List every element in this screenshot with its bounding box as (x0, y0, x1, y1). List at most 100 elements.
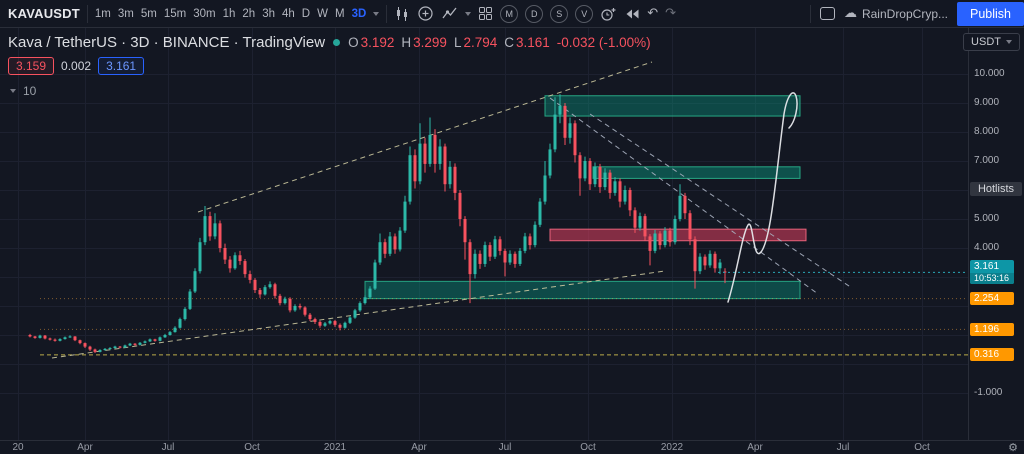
time-tick-label: Jul (498, 442, 512, 453)
spread-value: 0.002 (61, 59, 92, 73)
alert-clock-icon[interactable] (600, 6, 617, 22)
timeframe-5m[interactable]: 5m (140, 7, 157, 20)
toolbar-right-group: ☁ RainDropCryp... Publish (809, 1, 1024, 26)
circle-button-s[interactable]: S (550, 4, 569, 23)
timeframe-1m[interactable]: 1m (94, 7, 111, 20)
time-tick-label: Apr (77, 442, 93, 453)
buy-price-button[interactable]: 3.161 (98, 57, 145, 75)
candlestick-chart (0, 28, 968, 440)
timeframe-3m[interactable]: 3m (117, 7, 134, 20)
timeframe-4h[interactable]: 4h (282, 7, 295, 20)
cloud-icon: ☁ (843, 6, 857, 21)
compare-plus-icon[interactable] (417, 5, 434, 22)
time-tick-label: Apr (411, 442, 427, 453)
top-toolbar: KAVAUSDT 1m 3m 5m 15m 30m 1h 2h 3h 4h D … (0, 0, 1024, 28)
currency-dropdown-icon (1006, 40, 1012, 44)
circle-button-m[interactable]: M (500, 4, 519, 23)
level-label-0316: 0.316 (970, 348, 1014, 362)
account-name: RainDropCryp... (861, 6, 948, 21)
currency-unit-label: USDT (971, 36, 1001, 48)
low-value: 2.794 (463, 35, 498, 50)
high-label: H (401, 35, 412, 50)
price-tick-label: 10.000 (974, 68, 1005, 79)
publish-button[interactable]: Publish (957, 1, 1024, 26)
time-tick-label: Apr (747, 442, 763, 453)
price-tick-label: 5.000 (974, 213, 1000, 224)
supply-zone-mid[interactable] (592, 166, 801, 179)
timeframe-15m[interactable]: 15m (163, 7, 187, 20)
timeframe-1w[interactable]: W (317, 7, 328, 20)
chart-settings-gear-icon[interactable]: ⚙ (1008, 441, 1018, 454)
toolbar-separator (86, 4, 88, 23)
chart-legend: Kava / TetherUS · 3D · BINANCE · Trading… (8, 34, 651, 51)
price-tick-label: 7.000 (974, 155, 1000, 166)
level-label-2254: 2.254 (970, 292, 1014, 306)
descending-line-2[interactable] (589, 113, 853, 289)
bar-replay-icon[interactable] (624, 7, 640, 21)
time-tick-label: Oct (580, 442, 596, 453)
timeframe-3d-active[interactable]: 3D (351, 7, 367, 20)
zones-layer (364, 95, 807, 300)
demand-zone[interactable] (364, 280, 801, 300)
ascending-channel-lower[interactable] (51, 270, 666, 359)
fullscreen-icon[interactable] (819, 7, 835, 20)
time-axis[interactable]: 20 Apr Jul Oct 2021 Apr Jul Oct 2022 Apr Jul Oct (0, 440, 968, 454)
time-tick-label: Oct (914, 442, 930, 453)
time-tick-label: Jul (836, 442, 850, 453)
time-tick-label: 2022 (660, 442, 684, 453)
time-tick-label: Oct (244, 442, 260, 453)
price-axis[interactable]: 10.0009.0008.0007.0006.0005.0004.000-1.0… (968, 28, 1024, 440)
candle-countdown: 10:53:16 (970, 273, 1014, 285)
indicator-row: 10 (10, 84, 36, 98)
market-open-dot-icon (333, 39, 341, 46)
toolbar-separator (386, 4, 388, 23)
level-label-1196: 1.196 (970, 322, 1014, 336)
account-menu[interactable]: ☁ RainDropCryp... (844, 7, 948, 21)
projection-curve-drawing[interactable] (727, 92, 798, 303)
chart-title[interactable]: Kava / TetherUS · 3D · BINANCE · Trading… (8, 34, 326, 51)
close-value: 3.161 (516, 35, 550, 50)
open-value: 3.192 (360, 35, 395, 50)
time-tick-label: 2021 (323, 442, 347, 453)
chart-type-candles-icon[interactable] (394, 6, 410, 22)
currency-unit-button[interactable]: USDT (963, 33, 1020, 51)
toolbar-separator (809, 4, 811, 23)
indicator-value: 10 (23, 84, 37, 98)
ohlc-values: O 3.192 H 3.299 L 2.794 C 3.161 -0.032 (… (348, 35, 651, 50)
hotlists-button[interactable]: Hotlists (969, 182, 1022, 196)
price-tick-label: 9.000 (974, 97, 1000, 108)
resistance-zone-red[interactable] (549, 228, 807, 242)
circle-button-v[interactable]: V (575, 4, 594, 23)
grid-layer (0, 28, 968, 440)
open-label: O (348, 35, 359, 50)
indicators-dropdown-icon[interactable] (465, 11, 472, 16)
fib-levels-layer (40, 298, 968, 356)
high-value: 3.299 (413, 35, 447, 50)
price-tick-label: 8.000 (974, 126, 1000, 137)
time-tick-label: 20 (12, 442, 24, 453)
price-tick-label: -1.000 (974, 387, 1003, 398)
redo-icon[interactable]: ↷ (665, 6, 677, 21)
timeframe-1d[interactable]: D (301, 7, 311, 20)
supply-zone-top[interactable] (544, 95, 801, 117)
timeframe-2h[interactable]: 2h (242, 7, 256, 20)
timeframe-30m[interactable]: 30m (193, 7, 216, 20)
bid-ask-row: 3.159 0.002 3.161 (8, 57, 145, 75)
current-price-label: 3.161 10:53:16 (970, 260, 1014, 285)
price-chart-area[interactable] (0, 28, 968, 440)
change-value: -0.032 (-1.00%) (556, 35, 651, 50)
ascending-channel-upper[interactable] (197, 61, 653, 213)
timeframe-dropdown-icon[interactable] (373, 11, 380, 16)
sell-price-button[interactable]: 3.159 (8, 57, 55, 75)
indicators-icon[interactable] (441, 6, 458, 21)
layout-grid-icon[interactable] (478, 6, 493, 21)
circle-button-d[interactable]: D (525, 4, 544, 23)
timeframe-1mo[interactable]: M (334, 7, 345, 20)
collapse-indicator-icon[interactable] (10, 89, 16, 93)
timeframe-1h[interactable]: 1h (222, 7, 236, 20)
low-label: L (453, 35, 462, 50)
symbol-search-button[interactable]: KAVAUSDT (8, 6, 80, 21)
undo-icon[interactable]: ↶ (647, 6, 659, 21)
time-tick-label: Jul (161, 442, 175, 453)
timeframe-3h[interactable]: 3h (262, 7, 275, 20)
